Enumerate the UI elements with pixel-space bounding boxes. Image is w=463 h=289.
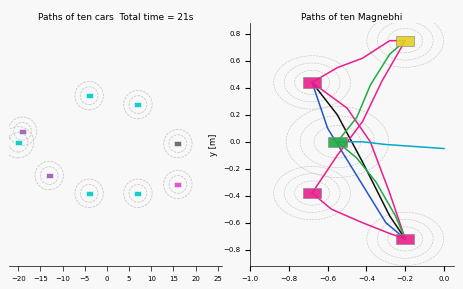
FancyBboxPatch shape [46,173,53,178]
FancyBboxPatch shape [396,36,414,46]
FancyBboxPatch shape [15,140,22,145]
Title: Paths of ten cars  Total time = 21s: Paths of ten cars Total time = 21s [38,13,194,22]
FancyBboxPatch shape [303,188,321,198]
FancyBboxPatch shape [328,137,346,147]
FancyBboxPatch shape [19,129,26,134]
FancyBboxPatch shape [134,191,142,196]
FancyBboxPatch shape [175,182,181,187]
Title: Paths of ten Magnebhi: Paths of ten Magnebhi [301,13,402,22]
FancyBboxPatch shape [396,234,414,244]
FancyBboxPatch shape [175,141,181,146]
Y-axis label: y [m]: y [m] [209,133,218,156]
FancyBboxPatch shape [86,93,93,98]
FancyBboxPatch shape [134,102,142,107]
FancyBboxPatch shape [86,191,93,196]
FancyBboxPatch shape [303,77,321,88]
